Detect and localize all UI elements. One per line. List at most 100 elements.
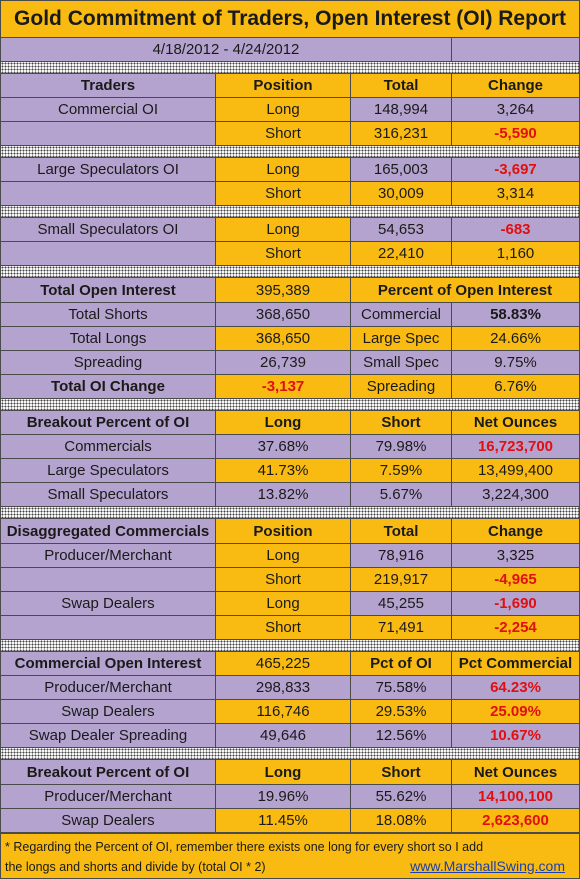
row-label: Small Speculators [0,483,215,507]
header-cell: Total Open Interest [0,278,215,303]
row-label: Total OI Change [0,375,215,399]
table-row: Swap Dealer Spreading 49,646 12.56% 10.6… [0,724,580,748]
row-label: Small Speculators OI [0,218,215,242]
separator [0,399,580,411]
total-cell: 148,994 [350,98,451,122]
table-row: Short 316,231 -5,590 [0,122,580,146]
pct-oi-cell: 75.58% [350,676,451,700]
pct-oi-cell: 12.56% [350,724,451,748]
header-cell: Long [215,411,350,435]
header-cell: Pct Commercial [451,652,580,676]
total-cell: 22,410 [350,242,451,266]
position-cell: Short [215,616,350,640]
header-cell: Breakout Percent of OI [0,411,215,435]
header-cell: Change [451,74,580,98]
total-cell: 71,491 [350,616,451,640]
date-range-row: 4/18/2012 - 4/24/2012 [0,38,580,62]
value-cell: 49,646 [215,724,350,748]
short-cell: 5.67% [350,483,451,507]
row-label: Spreading [0,351,215,375]
change-cell: -4,965 [451,568,580,592]
total-cell: 316,231 [350,122,451,146]
percent-cell: 24.66% [451,327,580,351]
table-row: Large Speculators 41.73% 7.59% 13,499,40… [0,459,580,483]
disaggregated-header-row: Disaggregated Commercials Position Total… [0,519,580,544]
website-link[interactable]: www.MarshallSwing.com [410,858,565,874]
separator [0,640,580,652]
row-label: Commercials [0,435,215,459]
table-row: Commercials 37.68% 79.98% 16,723,700 [0,435,580,459]
commercial-oi-header-row: Commercial Open Interest 465,225 Pct of … [0,652,580,676]
change-cell: -5,590 [451,122,580,146]
row-label: Producer/Merchant [0,676,215,700]
value-cell: 298,833 [215,676,350,700]
net-ounces-cell: 16,723,700 [451,435,580,459]
commercial-oi-value: 465,225 [215,652,350,676]
percent-cell: 58.83% [451,303,580,327]
table-row: Commercial OI Long 148,994 3,264 [0,98,580,122]
percent-of-oi-header: Percent of Open Interest [350,278,580,303]
position-cell: Short [215,242,350,266]
position-cell: Short [215,182,350,206]
long-cell: 19.96% [215,785,350,809]
header-cell: Net Ounces [451,760,580,785]
value-cell: 368,650 [215,303,350,327]
position-cell: Long [215,98,350,122]
separator [0,748,580,760]
percent-cell: 6.76% [451,375,580,399]
separator [0,146,580,158]
separator [0,206,580,218]
long-cell: 37.68% [215,435,350,459]
category-cell: Spreading [350,375,451,399]
header-cell: Long [215,760,350,785]
total-cell: 54,653 [350,218,451,242]
header-cell: Position [215,74,350,98]
change-cell: 3,314 [451,182,580,206]
row-label: Swap Dealers [0,592,215,616]
value-cell: 368,650 [215,327,350,351]
table-row: Producer/Merchant 19.96% 55.62% 14,100,1… [0,785,580,809]
header-cell: Short [350,411,451,435]
percent-cell: 9.75% [451,351,580,375]
date-range-blank [451,38,580,62]
long-cell: 41.73% [215,459,350,483]
header-cell: Commercial Open Interest [0,652,215,676]
value-cell: 26,739 [215,351,350,375]
table-row: Large Speculators OI Long 165,003 -3,697 [0,158,580,182]
row-label: Swap Dealers [0,700,215,724]
header-cell: Total [350,74,451,98]
row-label: Swap Dealers [0,809,215,833]
row-label [0,242,215,266]
table-row: Short 30,009 3,314 [0,182,580,206]
change-cell: 3,264 [451,98,580,122]
net-ounces-cell: 3,224,300 [451,483,580,507]
header-cell: Short [350,760,451,785]
table-row: Swap Dealers Long 45,255 -1,690 [0,592,580,616]
row-label [0,568,215,592]
header-cell: Breakout Percent of OI [0,760,215,785]
total-cell: 30,009 [350,182,451,206]
total-cell: 45,255 [350,592,451,616]
row-label: Producer/Merchant [0,544,215,568]
value-cell: 116,746 [215,700,350,724]
row-label: Large Speculators OI [0,158,215,182]
open-interest-header-row: Total Open Interest 395,389 Percent of O… [0,278,580,303]
value-cell: -3,137 [215,375,350,399]
table-row: Short 219,917 -4,965 [0,568,580,592]
category-cell: Large Spec [350,327,451,351]
table-row: Swap Dealers 116,746 29.53% 25.09% [0,700,580,724]
table-row: Small Speculators OI Long 54,653 -683 [0,218,580,242]
total-open-interest-value: 395,389 [215,278,350,303]
header-cell: Disaggregated Commercials [0,519,215,544]
footnote-line-1: * Regarding the Percent of OI, remember … [5,840,484,854]
table-row: Total OI Change -3,137 Spreading 6.76% [0,375,580,399]
traders-header-row: Traders Position Total Change [0,74,580,98]
row-label: Total Longs [0,327,215,351]
row-label [0,182,215,206]
total-cell: 78,916 [350,544,451,568]
separator [0,507,580,519]
position-cell: Long [215,158,350,182]
row-label: Commercial OI [0,98,215,122]
short-cell: 55.62% [350,785,451,809]
